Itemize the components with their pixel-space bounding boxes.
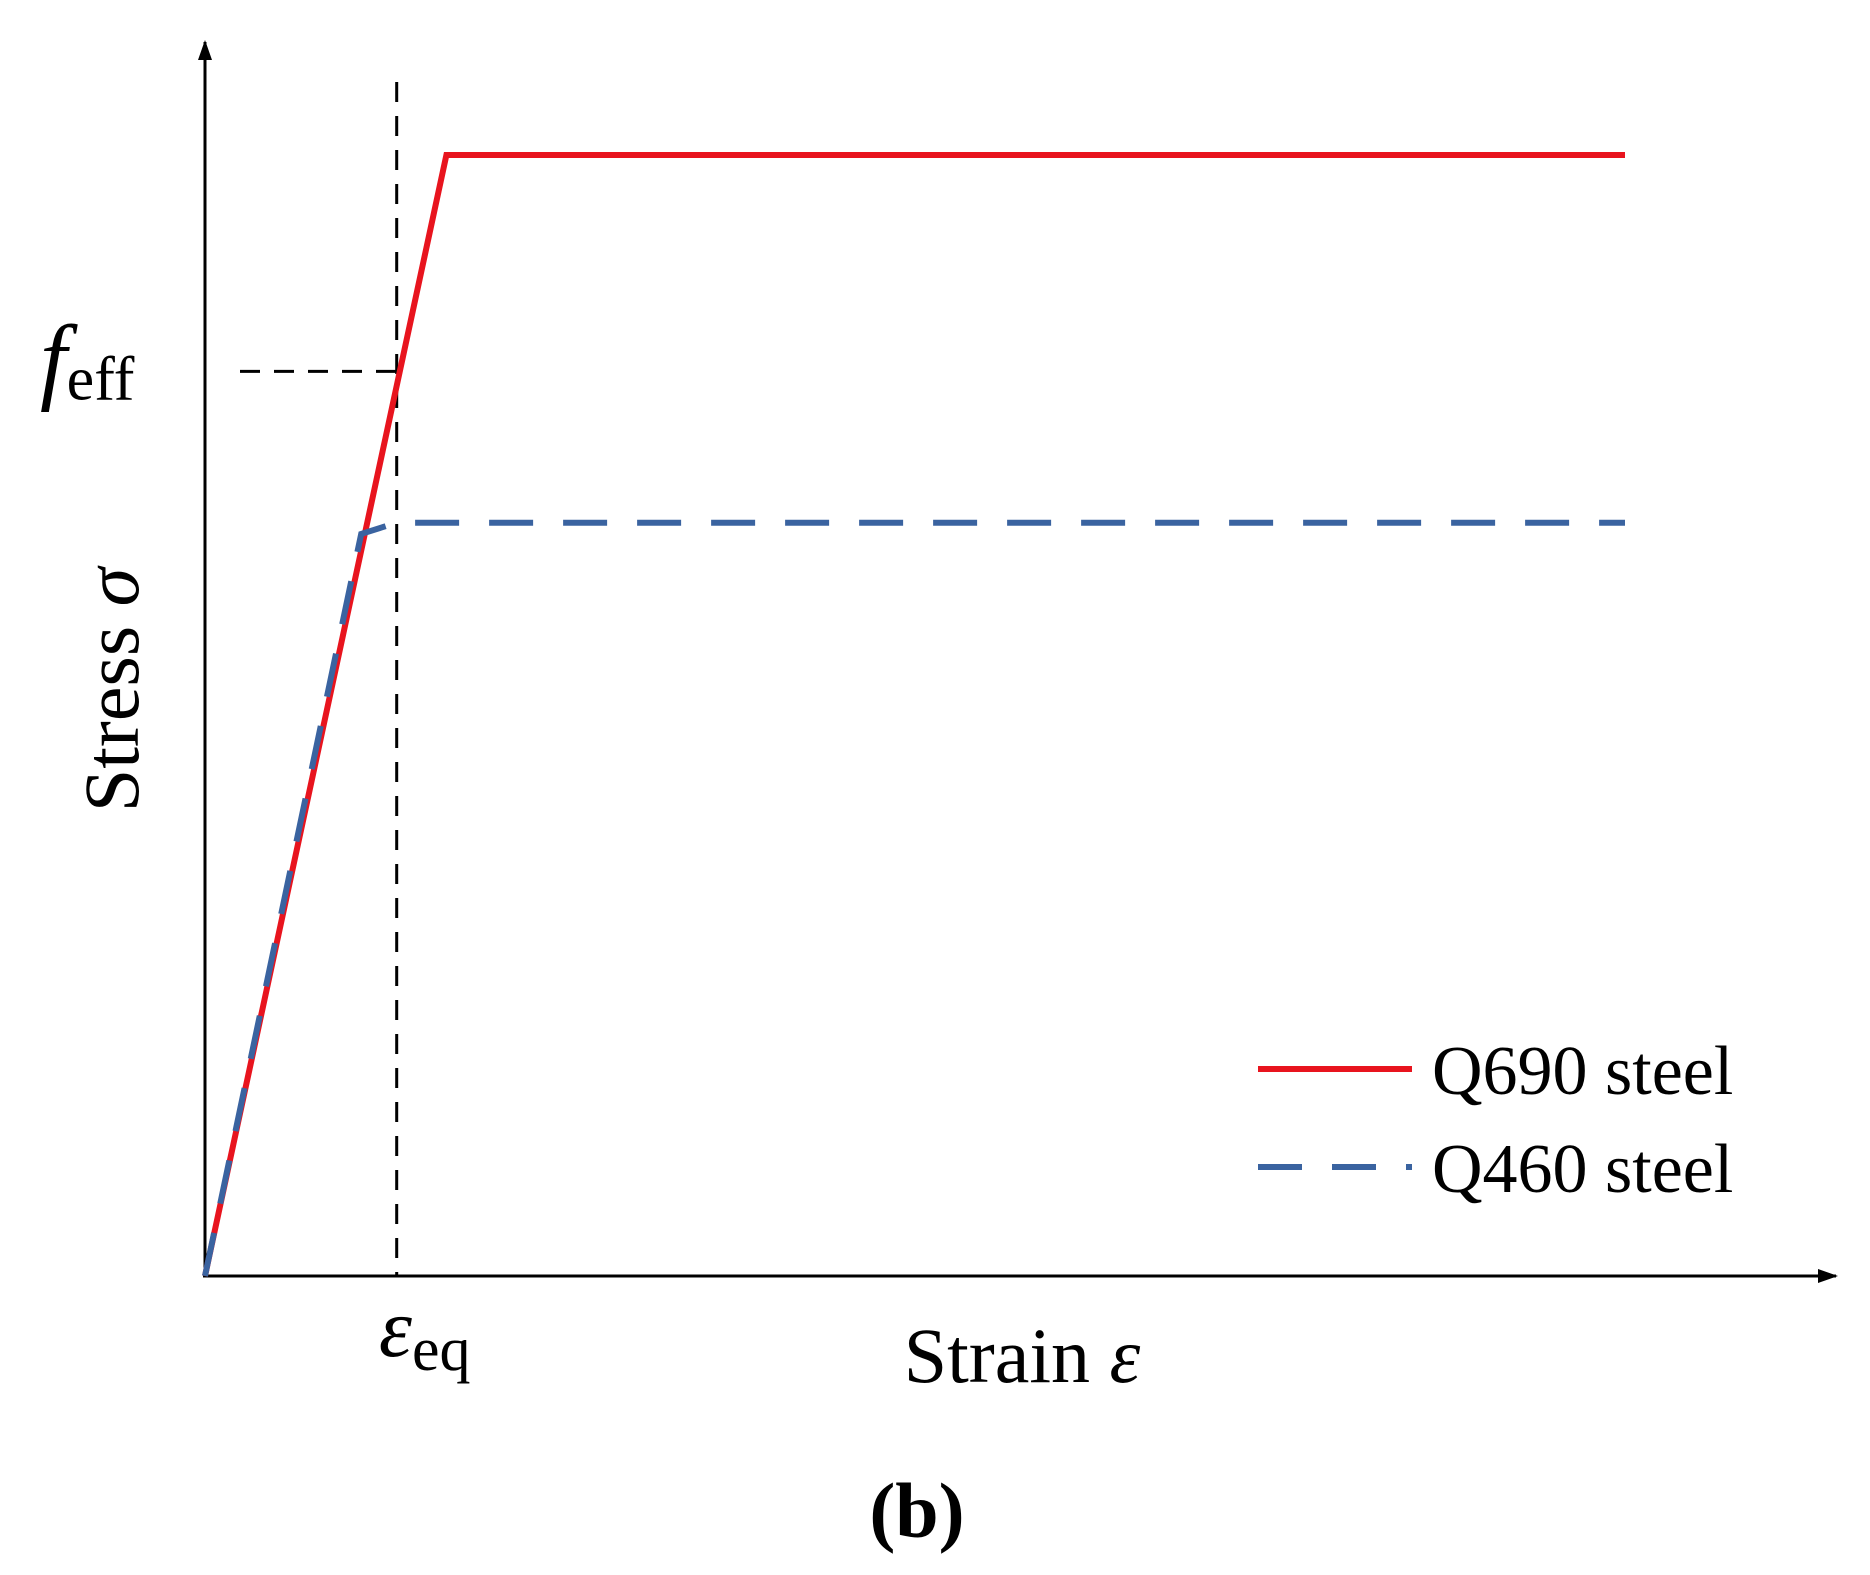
y-axis-label: Stress σ bbox=[68, 565, 155, 812]
series-line-q690 bbox=[202, 152, 1625, 1277]
panel-label: (b) bbox=[869, 1467, 964, 1554]
series-line-q460 bbox=[202, 519, 1625, 1277]
legend-label-q460: Q460 steel bbox=[1432, 1131, 1733, 1208]
eps-eq-label: εeq bbox=[379, 1282, 471, 1384]
legend: Q690 steel Q460 steel bbox=[1258, 1033, 1733, 1208]
x-axis-label: Strain ε bbox=[904, 1312, 1141, 1399]
legend-label-q690: Q690 steel bbox=[1432, 1033, 1733, 1110]
f-eff-label: feff bbox=[40, 305, 135, 413]
